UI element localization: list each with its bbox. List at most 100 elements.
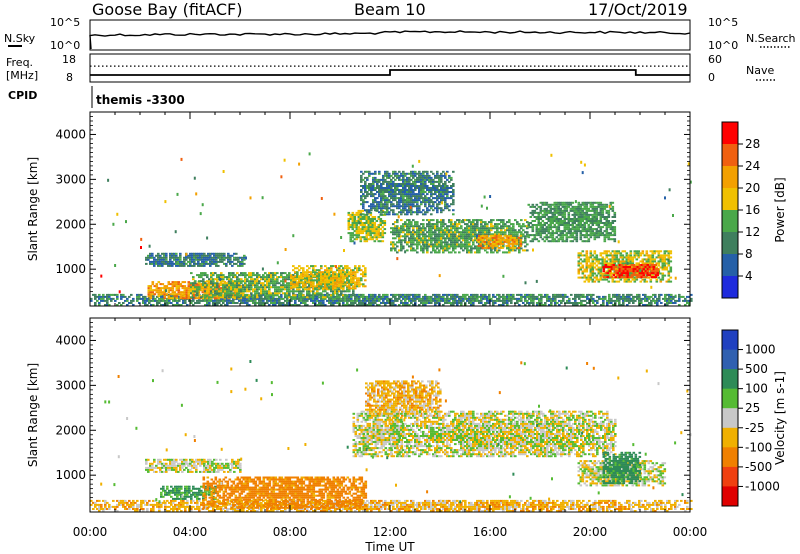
heatmap-cell (428, 299, 431, 302)
heatmap-cell (532, 299, 535, 302)
heatmap-cell (242, 280, 245, 283)
heatmap-cell (376, 299, 379, 302)
heatmap-cell (622, 293, 625, 296)
heatmap-cell (490, 247, 493, 250)
heatmap-cell (330, 281, 333, 284)
heatmap-cell (400, 249, 403, 252)
heatmap-cell (410, 247, 413, 250)
heatmap-cell (344, 281, 347, 284)
heatmap-cell (612, 304, 615, 306)
heatmap-cell (422, 185, 425, 187)
heatmap-cell (508, 227, 511, 230)
heatmap-cell (466, 239, 469, 242)
heatmap-cell (250, 297, 253, 300)
heatmap-cell (574, 304, 577, 306)
heatmap-cell (535, 232, 539, 235)
heatmap-cell (258, 288, 261, 291)
heatmap-cell (440, 195, 443, 198)
heatmap-cell (308, 277, 311, 280)
heatmap-cell (347, 213, 351, 216)
heatmap-cell (541, 216, 545, 218)
heatmap-cell (360, 277, 363, 280)
heatmap-cell (462, 297, 465, 300)
heatmap-cell (376, 205, 379, 208)
heatmap-cell (205, 289, 209, 292)
heatmap-cell (440, 178, 443, 181)
heatmap-cell (541, 226, 545, 229)
heatmap-cell (660, 293, 663, 296)
heatmap-cell (161, 283, 165, 286)
heatmap-cell (274, 288, 277, 291)
heatmap-cell (436, 221, 439, 224)
heatmap-cell (376, 185, 379, 187)
heatmap-cell (498, 249, 501, 252)
heatmap-cell (544, 293, 547, 296)
heatmap-cell (448, 187, 451, 189)
heatmap-cell (486, 223, 489, 226)
heatmap-cell (116, 293, 119, 296)
heatmap-cell (183, 297, 187, 300)
heatmap-cell (414, 221, 417, 224)
heatmap-cell (306, 275, 309, 278)
heatmap-cell (218, 294, 221, 297)
heatmap-cell (462, 233, 465, 236)
heatmap-cell (282, 282, 285, 285)
heatmap-cell (216, 304, 219, 306)
heatmap-cell (241, 256, 244, 259)
heatmap-cell (524, 245, 527, 248)
heatmap-cell (410, 201, 413, 204)
heatmap-cell (426, 170, 429, 173)
heatmap-cell (428, 243, 431, 246)
heatmap-cell (384, 302, 387, 304)
heatmap-cell (221, 258, 224, 261)
heatmap-cell (484, 304, 487, 306)
heatmap-cell (350, 281, 353, 284)
heatmap-cell (394, 249, 397, 252)
heatmap-cell (396, 197, 399, 200)
heatmap-cell (408, 237, 411, 240)
heatmap-cell (172, 299, 175, 302)
heatmap-cell (418, 185, 421, 187)
heatmap-cell (359, 224, 363, 226)
heatmap-cell (238, 294, 241, 297)
heatmap-cell (294, 275, 297, 278)
heatmap-cell (157, 287, 161, 290)
heatmap-cell (410, 233, 413, 236)
heatmap-cell (338, 275, 341, 278)
heatmap-cell (175, 260, 178, 263)
heatmap-cell (346, 265, 349, 268)
heatmap-cell (210, 272, 213, 275)
heatmap-cell (248, 290, 251, 293)
heatmap-cell (380, 203, 383, 206)
heatmap-cell (537, 211, 541, 214)
heatmap-cell (226, 288, 229, 291)
heatmap-cell (678, 304, 681, 306)
heatmap-cell (222, 276, 225, 279)
heatmap-cell (450, 295, 453, 298)
heatmap-cell (210, 296, 213, 299)
heatmap-cell (482, 243, 485, 246)
heatmap-cell (149, 254, 152, 257)
heatmap-cell (226, 276, 229, 279)
heatmap-cell (206, 276, 209, 279)
heatmap-cell (367, 222, 371, 224)
heatmap-cell (547, 218, 551, 220)
heatmap-cell (398, 205, 401, 208)
heatmap-cell (378, 211, 381, 214)
heatmap-cell (232, 276, 235, 279)
heatmap-cell (90, 299, 93, 302)
heatmap-cell (235, 262, 238, 265)
heatmap-cell (537, 232, 541, 235)
heatmap-cell (377, 230, 381, 233)
heatmap-cell (364, 201, 367, 204)
heatmap-cell (537, 205, 541, 208)
heatmap-cell (272, 278, 275, 281)
heatmap-cell (446, 233, 449, 236)
heatmap-cell (539, 209, 543, 212)
heatmap-cell (448, 297, 451, 300)
heatmap-cell (543, 209, 547, 212)
heatmap-cell (511, 244, 515, 247)
heatmap-cell (344, 283, 347, 286)
heatmap-cell (378, 203, 381, 206)
heatmap-cell (488, 237, 491, 240)
